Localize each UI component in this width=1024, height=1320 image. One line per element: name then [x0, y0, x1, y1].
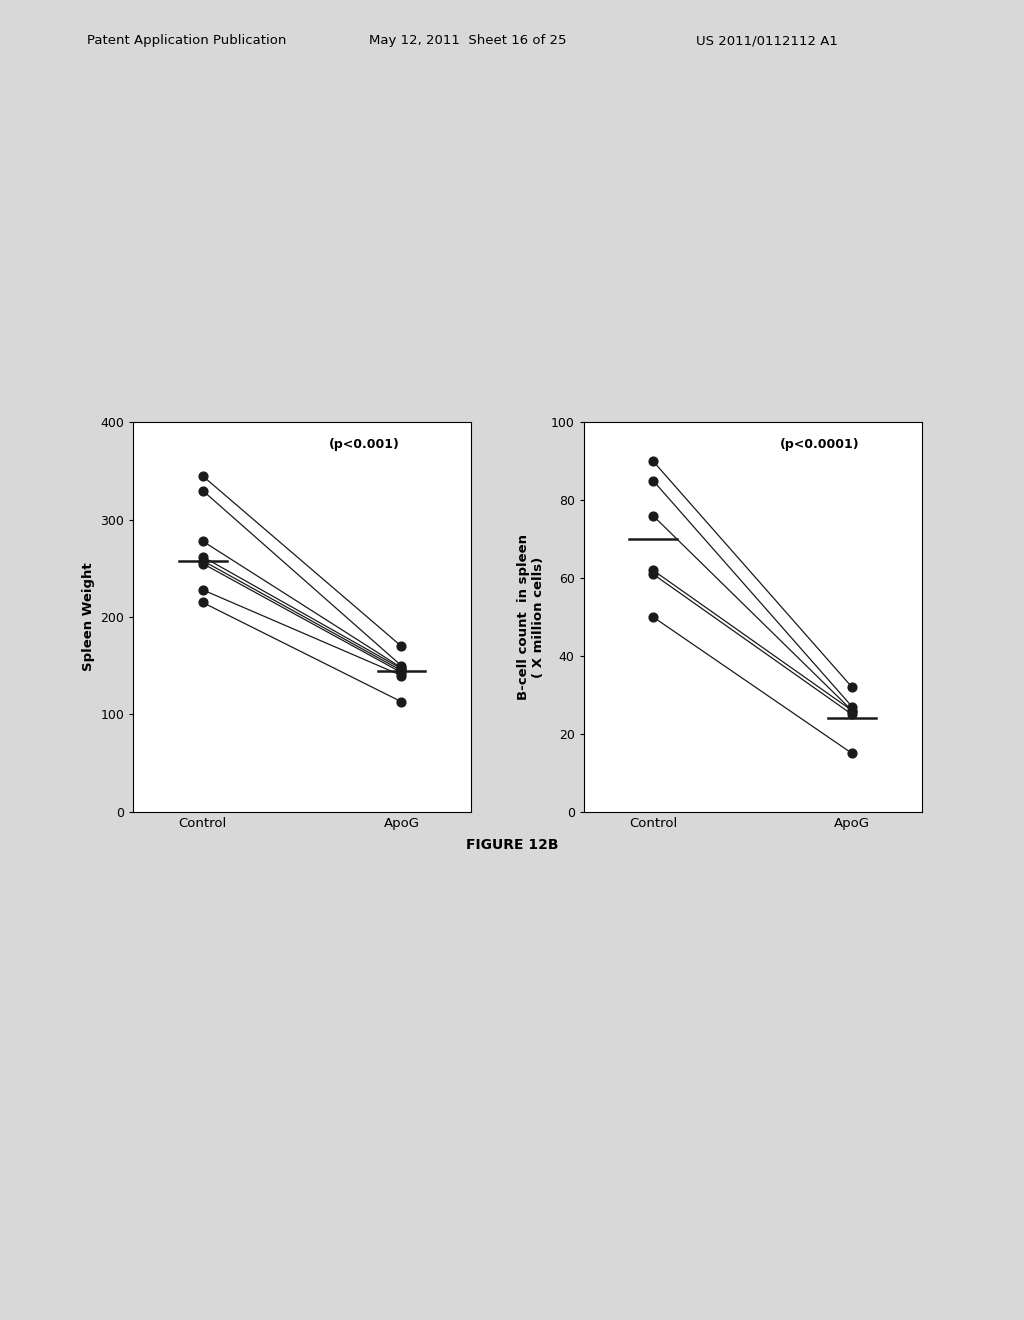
Point: [645, 607, 662, 628]
Point: [195, 546, 211, 568]
Text: May 12, 2011  Sheet 16 of 25: May 12, 2011 Sheet 16 of 25: [369, 34, 566, 48]
Y-axis label: Spleen Weight: Spleen Weight: [82, 562, 94, 672]
Point: [195, 480, 211, 502]
Point: [195, 553, 211, 574]
Point: [645, 451, 662, 473]
Point: [844, 743, 860, 764]
Point: [844, 696, 860, 717]
Text: FIGURE 12B: FIGURE 12B: [466, 838, 558, 853]
Point: [844, 677, 860, 698]
Point: [844, 700, 860, 721]
Text: (p<0.001): (p<0.001): [329, 438, 400, 451]
Point: [844, 704, 860, 725]
Point: [195, 550, 211, 572]
Point: [393, 692, 410, 713]
Point: [393, 636, 410, 657]
Point: [393, 663, 410, 684]
Text: US 2011/0112112 A1: US 2011/0112112 A1: [696, 34, 839, 48]
Point: [645, 564, 662, 585]
Point: [393, 660, 410, 681]
Point: [195, 579, 211, 601]
Point: [195, 466, 211, 487]
Point: [195, 591, 211, 612]
Point: [393, 655, 410, 676]
Point: [645, 470, 662, 491]
Point: [393, 659, 410, 680]
Point: [195, 531, 211, 552]
Point: [393, 665, 410, 686]
Point: [844, 700, 860, 721]
Point: [645, 560, 662, 581]
Point: [645, 506, 662, 527]
Text: (p<0.0001): (p<0.0001): [779, 438, 859, 451]
Text: Patent Application Publication: Patent Application Publication: [87, 34, 287, 48]
Y-axis label: B-cell count  in spleen
( X million cells): B-cell count in spleen ( X million cells…: [517, 535, 545, 700]
Point: [393, 657, 410, 678]
